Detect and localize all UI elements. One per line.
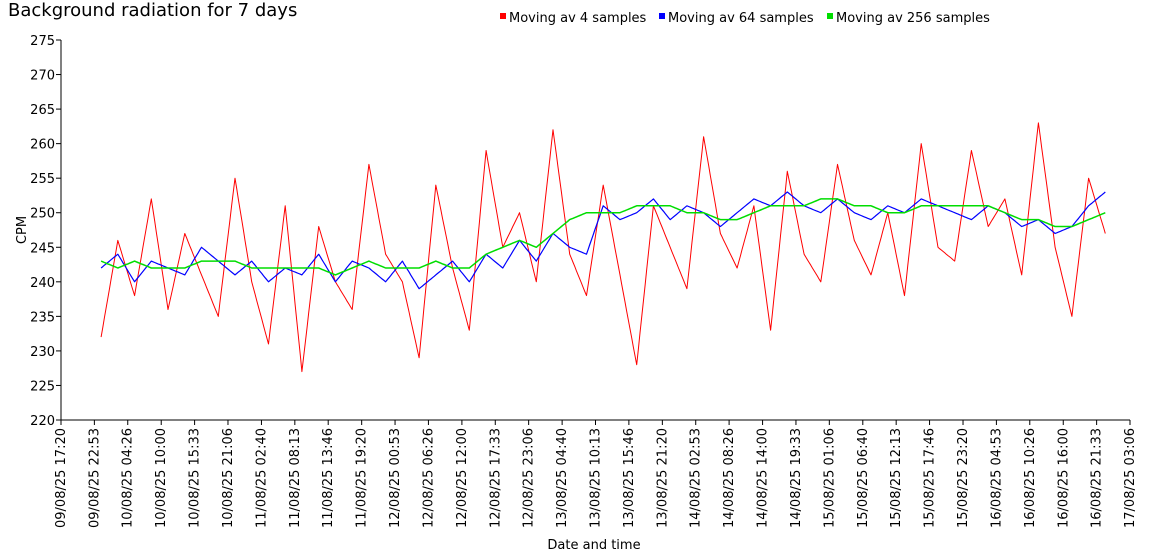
x-tick-label: 12/08/25 00:53 — [388, 428, 403, 528]
x-tick-label: 11/08/25 13:46 — [321, 428, 336, 528]
x-tick-label: 16/08/25 04:53 — [989, 428, 1004, 528]
chart-title: Background radiation for 7 days — [8, 0, 297, 21]
x-tick-label: 15/08/25 01:06 — [822, 428, 837, 528]
x-tick-label: 12/08/25 23:06 — [522, 428, 537, 528]
x-tick-label: 13/08/25 10:13 — [589, 428, 604, 528]
x-tick-label: 14/08/25 14:00 — [756, 428, 771, 528]
y-tick-label: 235 — [30, 310, 55, 325]
x-tick-label: 12/08/25 12:00 — [455, 428, 470, 528]
series-line-4-samples — [100, 122, 1106, 373]
x-tick-label: 10/08/25 15:33 — [188, 428, 203, 528]
series-line-256-samples — [100, 198, 1106, 276]
x-axis: 09/08/25 17:20 09/08/25 22:53 10/08/25 04:… — [54, 419, 1138, 528]
y-tick-label: 255 — [30, 172, 55, 187]
x-tick-label: 10/08/25 21:06 — [221, 428, 236, 528]
x-tick-label: 11/08/25 19:20 — [355, 428, 370, 528]
x-tick-label: 09/08/25 22:53 — [87, 428, 102, 528]
legend-swatch-4-samples — [500, 13, 506, 19]
x-tick-label: 16/08/25 10:26 — [1023, 428, 1038, 528]
x-axis-label: Date and time — [547, 538, 640, 553]
x-tick-label: 15/08/25 17:46 — [923, 428, 938, 528]
x-tick-label: 10/08/25 10:00 — [154, 428, 169, 528]
y-axis-label: CPM — [15, 216, 30, 244]
y-tick-label: 270 — [30, 69, 55, 84]
legend: Moving av 4 samples Moving av 64 samples… — [500, 11, 990, 26]
x-tick-label: 16/08/25 16:00 — [1056, 428, 1071, 528]
x-tick-label: 11/08/25 02:40 — [254, 428, 269, 528]
y-tick-label: 220 — [30, 414, 55, 429]
y-tick-label: 230 — [30, 345, 55, 360]
x-tick-label: 16/08/25 21:33 — [1090, 428, 1105, 528]
y-tick-label: 260 — [30, 138, 55, 153]
legend-label-64-samples: Moving av 64 samples — [668, 11, 814, 26]
plot-series — [100, 122, 1106, 373]
y-tick-label: 265 — [30, 103, 55, 118]
x-tick-label: 13/08/25 15:46 — [622, 428, 637, 528]
x-tick-label: 14/08/25 08:26 — [722, 428, 737, 528]
x-tick-label: 10/08/25 04:26 — [121, 428, 136, 528]
legend-swatch-256-samples — [827, 13, 833, 19]
x-tick-label: 12/08/25 17:33 — [488, 428, 503, 528]
x-tick-label: 14/08/25 02:53 — [689, 428, 704, 528]
x-tick-label: 15/08/25 06:40 — [856, 428, 871, 528]
x-tick-label: 15/08/25 12:13 — [889, 428, 904, 528]
x-tick-label: 12/08/25 06:26 — [421, 428, 436, 528]
y-tick-label: 225 — [30, 379, 55, 394]
x-tick-label: 15/08/25 23:20 — [956, 428, 971, 528]
legend-label-256-samples: Moving av 256 samples — [836, 11, 990, 26]
y-tick-label: 250 — [30, 207, 55, 222]
y-tick-label: 245 — [30, 241, 55, 256]
y-axis: 220 225 230 235 240 245 250 255 260 265 270 275 — [30, 34, 62, 429]
x-tick-label: 11/08/25 08:13 — [288, 428, 303, 528]
x-tick-label: 14/08/25 19:33 — [789, 428, 804, 528]
x-tick-label: 13/08/25 21:20 — [655, 428, 670, 528]
x-tick-label: 09/08/25 17:20 — [54, 428, 69, 528]
x-tick-label: 13/08/25 04:40 — [555, 428, 570, 528]
legend-label-4-samples: Moving av 4 samples — [509, 11, 647, 26]
y-tick-label: 240 — [30, 276, 55, 291]
legend-swatch-64-samples — [659, 13, 665, 19]
y-tick-label: 275 — [30, 34, 55, 49]
x-tick-label: 17/08/25 03:06 — [1123, 428, 1138, 528]
